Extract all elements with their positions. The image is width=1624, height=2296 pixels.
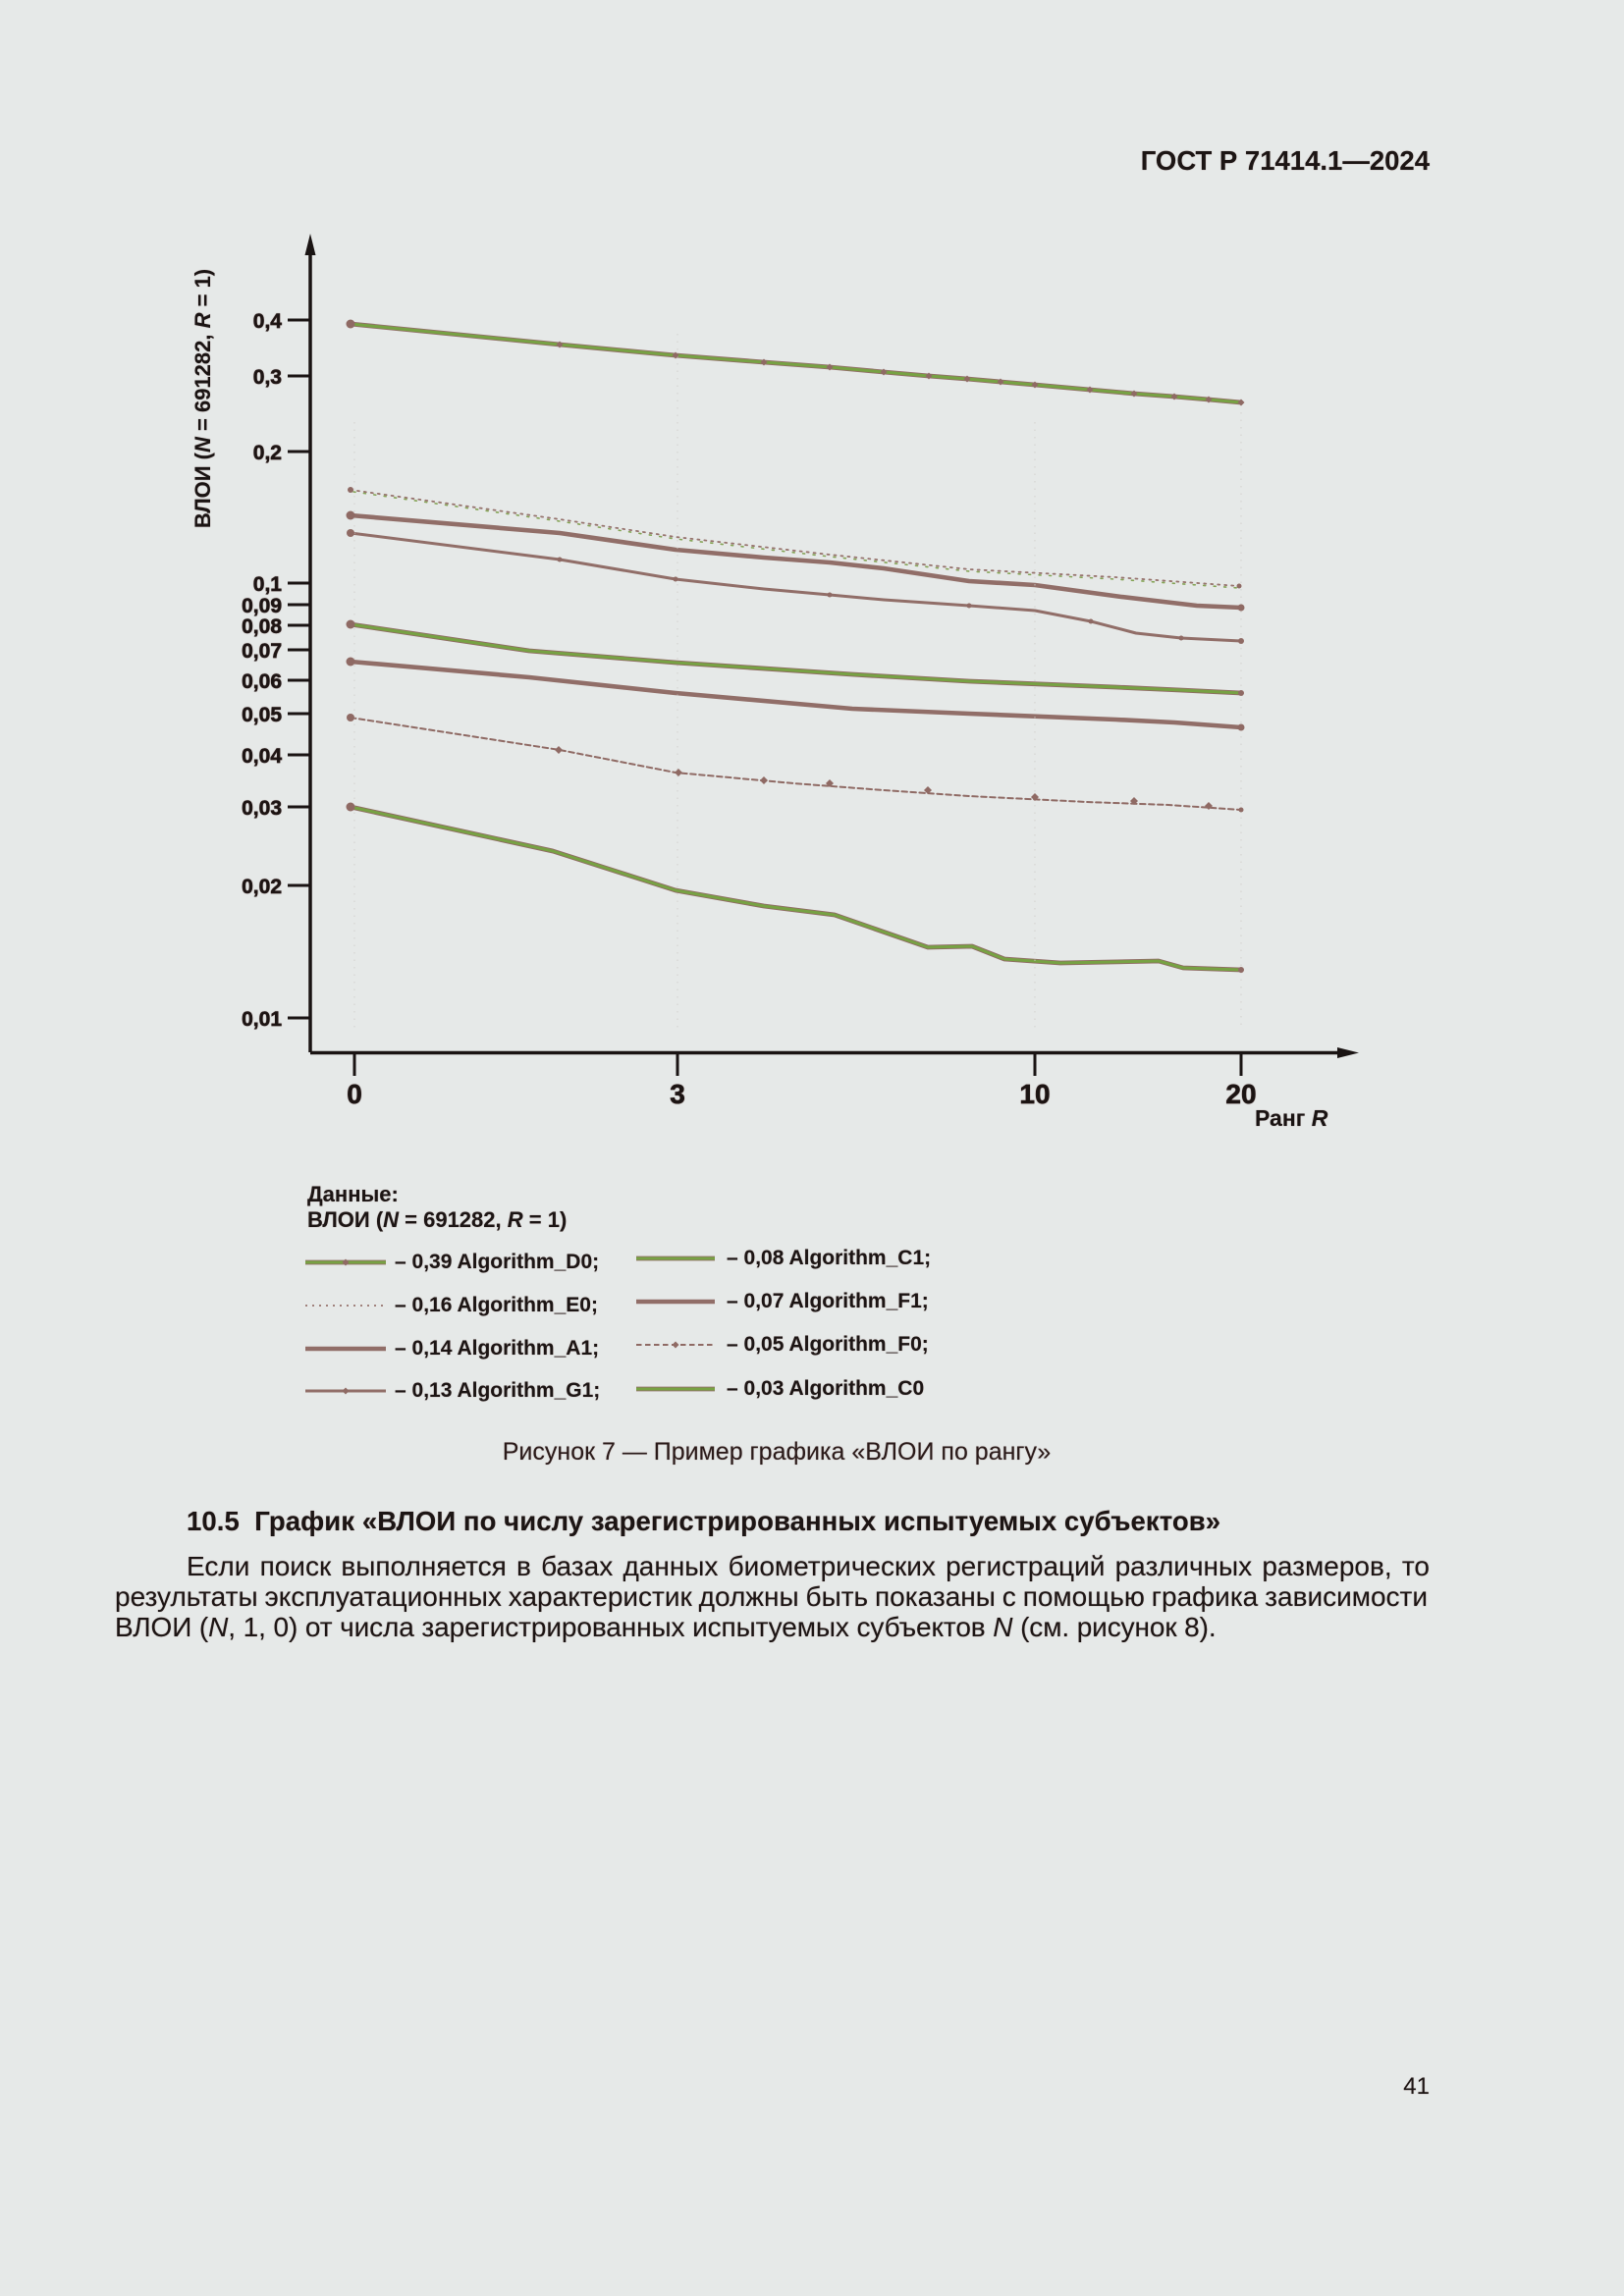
- svg-text:20: 20: [1225, 1079, 1256, 1109]
- svg-text:0,07: 0,07: [242, 640, 282, 663]
- svg-text:0,03: 0,03: [242, 797, 282, 820]
- svg-text:0,02: 0,02: [242, 876, 282, 898]
- svg-text:0,3: 0,3: [253, 366, 282, 389]
- svg-text:10: 10: [1019, 1079, 1050, 1109]
- svg-text:ВЛОИ (N = 691282, R = 1): ВЛОИ (N = 691282, R = 1): [190, 269, 215, 528]
- svg-text:0,4: 0,4: [253, 310, 283, 333]
- svg-text:0,06: 0,06: [242, 670, 282, 693]
- svg-text:0,05: 0,05: [242, 704, 282, 726]
- svg-text:0,01: 0,01: [242, 1008, 282, 1031]
- svg-text:0,09: 0,09: [242, 595, 282, 617]
- svg-text:0: 0: [347, 1079, 362, 1109]
- svg-text:0,04: 0,04: [242, 745, 282, 768]
- svg-text:0,08: 0,08: [242, 615, 282, 638]
- svg-text:Ранг R: Ранг R: [1255, 1105, 1328, 1131]
- svg-text:0,1: 0,1: [253, 573, 283, 596]
- svg-text:3: 3: [670, 1079, 685, 1109]
- svg-text:0,2: 0,2: [253, 442, 282, 464]
